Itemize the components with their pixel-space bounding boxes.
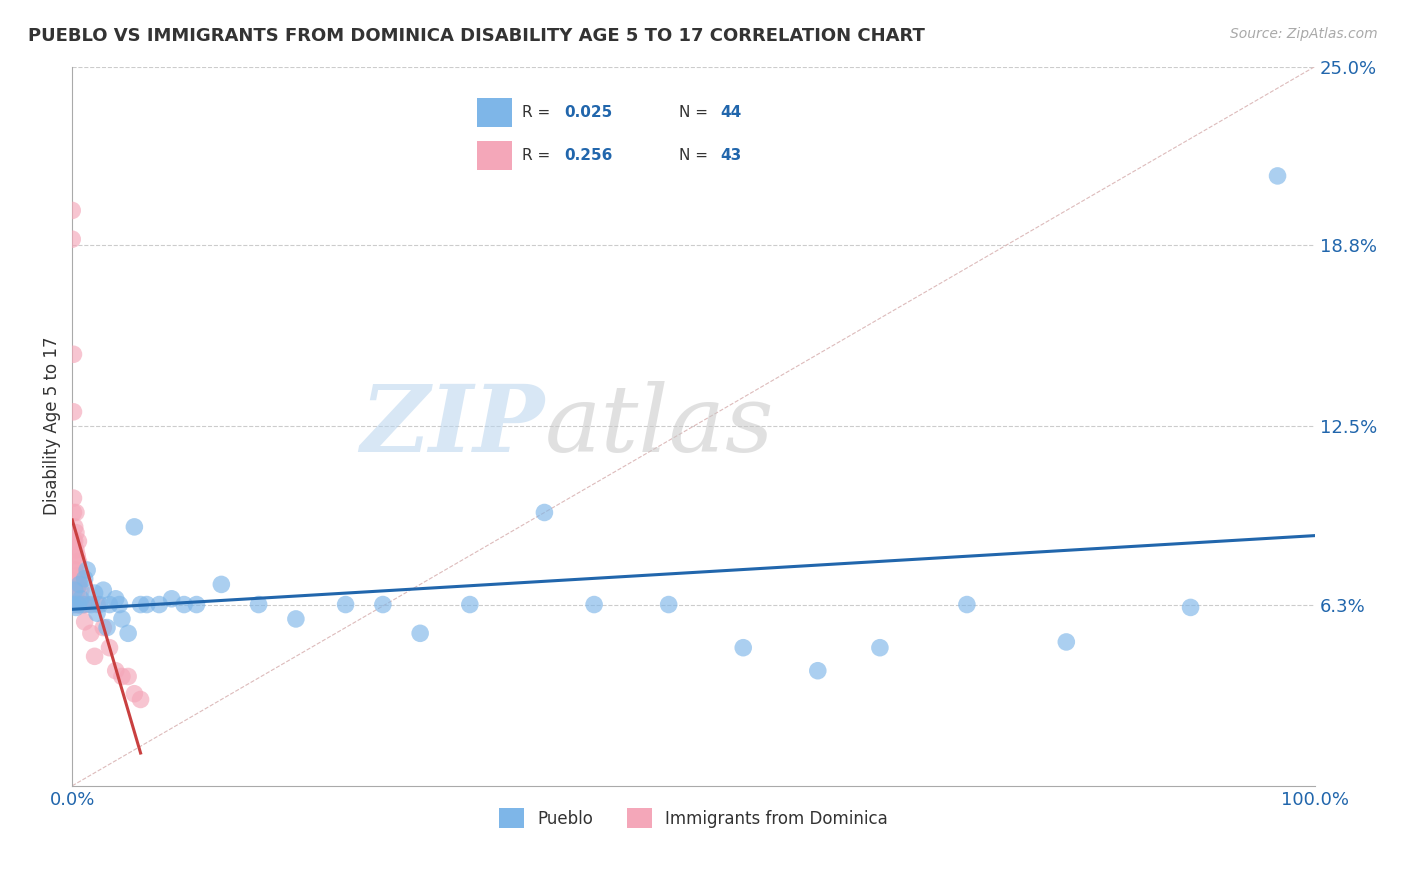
- Point: [117, 669, 139, 683]
- Point: [63, 549, 86, 563]
- Point: [69, 572, 91, 586]
- Point: [173, 598, 195, 612]
- Point: [63, 520, 86, 534]
- Point: [66, 598, 89, 612]
- Point: [62, 405, 84, 419]
- Point: [89, 598, 111, 612]
- Point: [807, 664, 830, 678]
- Point: [111, 669, 134, 683]
- Point: [63, 563, 86, 577]
- Point: [72, 598, 94, 612]
- Point: [65, 563, 87, 577]
- Point: [65, 506, 87, 520]
- Point: [70, 598, 93, 612]
- Point: [65, 542, 87, 557]
- Text: atlas: atlas: [544, 381, 773, 471]
- Y-axis label: Disability Age 5 to 17: Disability Age 5 to 17: [44, 337, 60, 516]
- Point: [96, 621, 118, 635]
- Point: [583, 598, 606, 612]
- Point: [186, 598, 208, 612]
- Point: [63, 534, 86, 549]
- Point: [60, 203, 83, 218]
- Point: [66, 549, 89, 563]
- Point: [80, 598, 103, 612]
- Point: [62, 491, 84, 505]
- Point: [72, 598, 94, 612]
- Point: [129, 692, 152, 706]
- Point: [76, 563, 98, 577]
- Point: [62, 598, 84, 612]
- Point: [733, 640, 755, 655]
- Point: [1054, 635, 1077, 649]
- Point: [124, 520, 146, 534]
- Point: [67, 534, 90, 549]
- Point: [83, 586, 105, 600]
- Point: [73, 615, 96, 629]
- Point: [69, 598, 91, 612]
- Point: [67, 598, 90, 612]
- Point: [108, 598, 131, 612]
- Point: [1267, 169, 1289, 183]
- Point: [104, 591, 127, 606]
- Point: [67, 577, 90, 591]
- Point: [65, 525, 87, 540]
- Point: [533, 506, 555, 520]
- Point: [65, 600, 87, 615]
- Legend: Pueblo, Immigrants from Dominica: Pueblo, Immigrants from Dominica: [492, 801, 894, 835]
- Point: [70, 598, 93, 612]
- Point: [91, 583, 114, 598]
- Point: [371, 598, 394, 612]
- Point: [956, 598, 979, 612]
- Point: [458, 598, 481, 612]
- Point: [86, 606, 108, 620]
- Point: [104, 664, 127, 678]
- Point: [98, 598, 121, 612]
- Text: Source: ZipAtlas.com: Source: ZipAtlas.com: [1230, 27, 1378, 41]
- Point: [83, 649, 105, 664]
- Point: [1180, 600, 1202, 615]
- Point: [62, 347, 84, 361]
- Point: [80, 626, 103, 640]
- Point: [63, 598, 86, 612]
- Text: ZIP: ZIP: [360, 381, 544, 471]
- Point: [335, 598, 357, 612]
- Point: [98, 640, 121, 655]
- Point: [73, 572, 96, 586]
- Point: [69, 577, 91, 591]
- Point: [111, 612, 134, 626]
- Point: [67, 598, 90, 612]
- Point: [73, 598, 96, 612]
- Point: [129, 598, 152, 612]
- Point: [124, 687, 146, 701]
- Point: [658, 598, 681, 612]
- Point: [63, 583, 86, 598]
- Point: [209, 577, 232, 591]
- Point: [409, 626, 432, 640]
- Point: [60, 232, 83, 246]
- Point: [66, 568, 89, 582]
- Point: [76, 598, 98, 612]
- Text: PUEBLO VS IMMIGRANTS FROM DOMINICA DISABILITY AGE 5 TO 17 CORRELATION CHART: PUEBLO VS IMMIGRANTS FROM DOMINICA DISAB…: [28, 27, 925, 45]
- Point: [247, 598, 270, 612]
- Point: [117, 626, 139, 640]
- Point: [160, 591, 183, 606]
- Point: [86, 598, 108, 612]
- Point: [70, 591, 93, 606]
- Point: [148, 598, 170, 612]
- Point: [62, 534, 84, 549]
- Point: [869, 640, 891, 655]
- Point: [91, 621, 114, 635]
- Point: [62, 506, 84, 520]
- Point: [66, 583, 89, 598]
- Point: [67, 554, 90, 568]
- Point: [284, 612, 307, 626]
- Point: [135, 598, 157, 612]
- Point: [70, 583, 93, 598]
